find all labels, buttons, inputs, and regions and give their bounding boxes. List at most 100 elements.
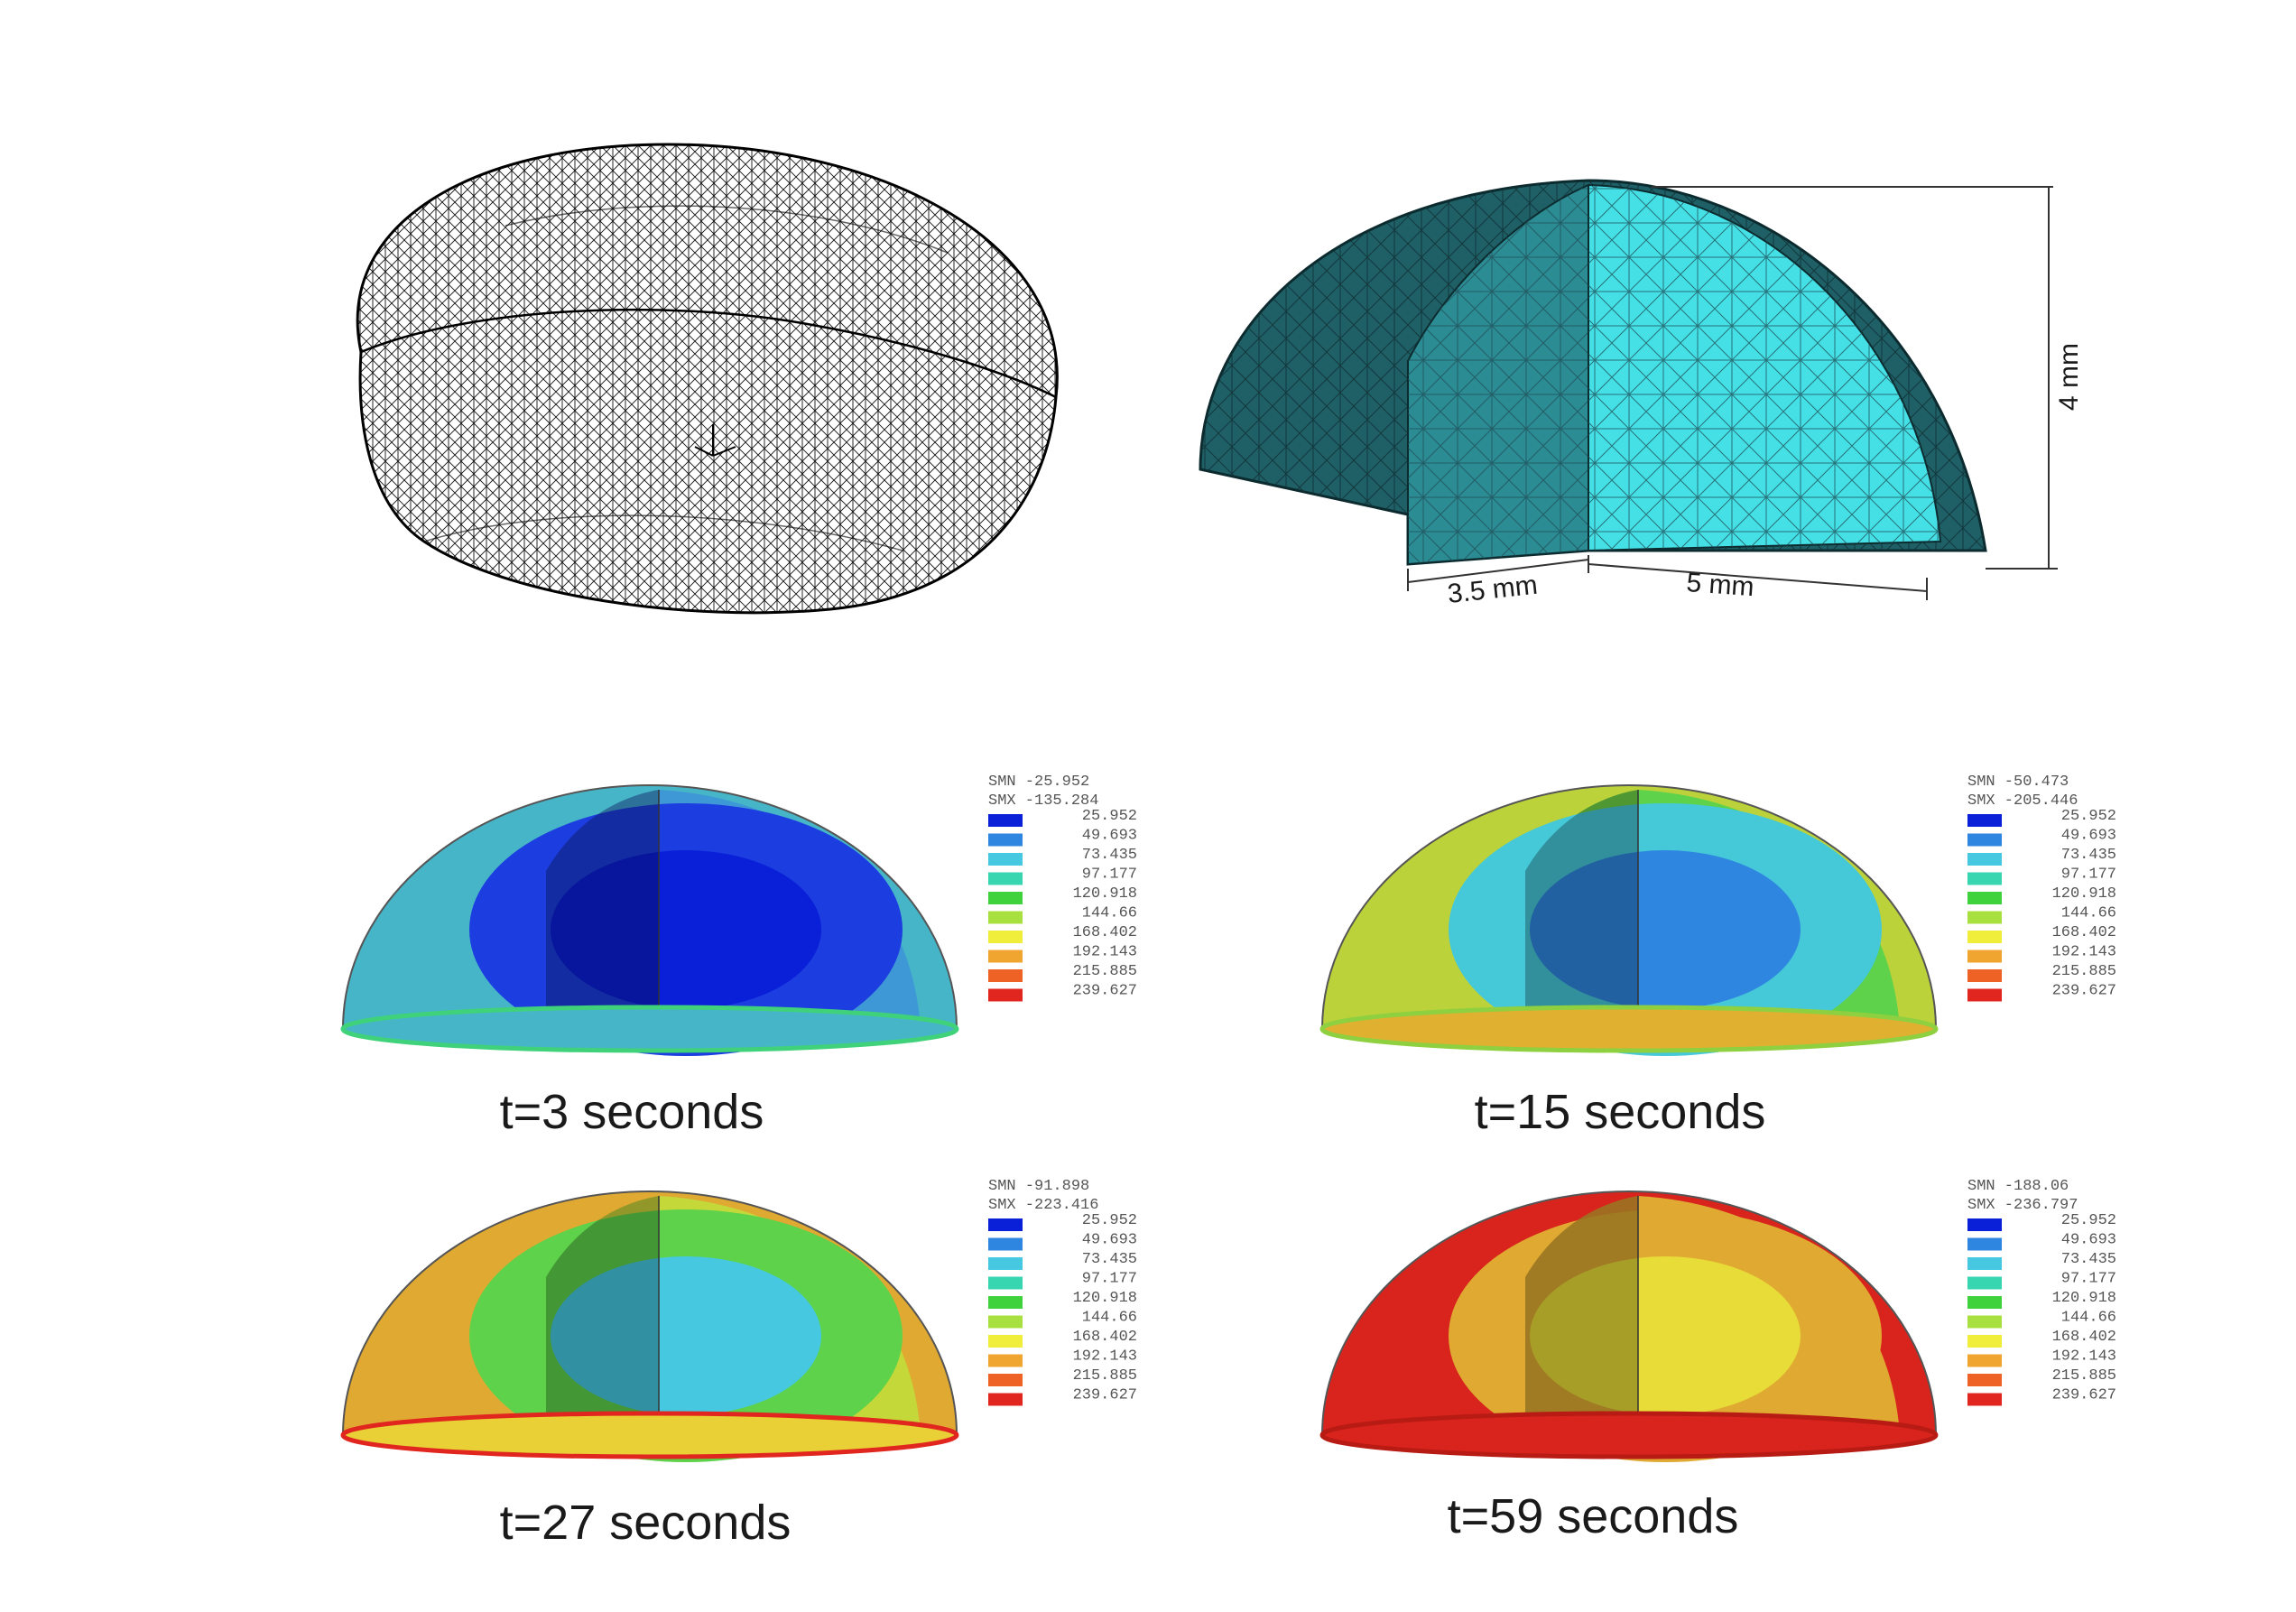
- dimension-length-label: 5 mm: [1686, 568, 1755, 602]
- dome-base: [1319, 1005, 1939, 1053]
- legend-swatch: [1967, 1257, 2002, 1270]
- legend-swatch: [1967, 1354, 2002, 1367]
- legend-swatch: [1967, 911, 2002, 924]
- legend-swatch: [988, 892, 1023, 904]
- legend-swatch: [988, 950, 1023, 963]
- legend-level-label: 144.66: [1082, 1310, 1137, 1327]
- legend-smn: SMN -188.06: [1967, 1178, 2069, 1195]
- legend-swatch: [1967, 1374, 2002, 1386]
- legend-level-label: 73.435: [1082, 847, 1137, 864]
- legend-swatch: [1967, 853, 2002, 866]
- dimension-height-label: 4 mm: [2054, 343, 2084, 411]
- legend-swatch: [988, 1276, 1023, 1290]
- wireframe-dome: [356, 143, 1059, 615]
- legend-level-label: 192.143: [1073, 1348, 1137, 1366]
- legend-level-label: 49.693: [2061, 828, 2116, 845]
- legend-swatch: [988, 931, 1023, 943]
- dome-base: [340, 1411, 959, 1459]
- legend-swatch: [988, 833, 1023, 847]
- cut-front-shade: [1525, 1196, 1638, 1435]
- legend-swatch: [988, 1335, 1023, 1348]
- dimension-lines: [1407, 186, 2058, 600]
- dome-cut-face: [469, 790, 921, 1056]
- legend-level-label: 49.693: [1082, 828, 1137, 845]
- legend-swatch: [988, 1374, 1023, 1386]
- legend-level-label: 49.693: [1082, 1232, 1137, 1249]
- legend-level-label: 144.66: [2061, 1310, 2116, 1327]
- legend-level-label: 215.885: [1073, 1367, 1137, 1385]
- legend-level-label: 97.177: [1082, 866, 1137, 884]
- legend-smx: SMX -236.797: [1967, 1197, 2078, 1214]
- legend-smx: SMX -205.446: [1967, 792, 2078, 810]
- contour-core: [551, 1256, 821, 1415]
- legend-level-label: 215.885: [1073, 963, 1137, 980]
- legend-swatch: [1967, 1276, 2002, 1290]
- legend-swatch: [1967, 833, 2002, 847]
- legend-swatch: [988, 1257, 1023, 1270]
- legend-level-label: 168.402: [2052, 1329, 2116, 1346]
- dome-base: [340, 1005, 959, 1053]
- legend-swatch: [1967, 1393, 2002, 1406]
- mesh-right-texture: [1588, 185, 1940, 551]
- legend-level-label: 25.952: [2061, 1212, 2116, 1229]
- legend-level-label: 120.918: [2052, 1290, 2116, 1307]
- legend-level-label: 73.435: [2061, 847, 2116, 864]
- cut-front-shade: [1525, 790, 1638, 1029]
- legend-level-label: 120.918: [2052, 885, 2116, 903]
- legend-level-label: 73.435: [2061, 1251, 2116, 1268]
- legend-smn: SMN -50.473: [1967, 774, 2069, 791]
- legend-smx: SMX -135.284: [988, 792, 1098, 810]
- legend-smn: SMN -91.898: [988, 1178, 1089, 1195]
- wireframe-mesh: [356, 143, 1059, 615]
- cut-front-shade: [546, 790, 659, 1029]
- wireframe-contour: [505, 205, 949, 254]
- legend-swatch: [988, 1354, 1023, 1367]
- legend-level-label: 192.143: [2052, 1348, 2116, 1366]
- dome-cut-face: [469, 1196, 921, 1462]
- legend-swatch: [1967, 1237, 2002, 1251]
- legend-swatch: [988, 1237, 1023, 1251]
- contour-core: [1530, 850, 1801, 1009]
- legend-level-label: 215.885: [2052, 1367, 2116, 1385]
- dome-base: [1319, 1411, 1939, 1459]
- legend-level-label: 239.627: [2052, 1387, 2116, 1404]
- legend-swatch: [988, 814, 1023, 827]
- legend-swatch: [988, 1393, 1023, 1406]
- legend-level-label: 97.177: [2061, 866, 2116, 884]
- legend-level-label: 192.143: [1073, 944, 1137, 961]
- legend-swatch: [988, 872, 1023, 885]
- legend-swatch: [1967, 950, 2002, 963]
- legend-level-label: 215.885: [2052, 963, 2116, 980]
- legend-level-label: 192.143: [2052, 944, 2116, 961]
- cut-front-shade: [546, 1196, 659, 1435]
- legend-swatch: [1967, 931, 2002, 943]
- legend-smx: SMX -223.416: [988, 1197, 1098, 1214]
- legend-swatch: [988, 1296, 1023, 1309]
- panel-caption: t=15 seconds: [1475, 1085, 1766, 1139]
- legend-level-label: 120.918: [1073, 1290, 1137, 1307]
- legend-swatch: [988, 1218, 1023, 1231]
- legend-swatch: [1967, 872, 2002, 885]
- legend-swatch: [1967, 892, 2002, 904]
- legend-swatch: [988, 911, 1023, 924]
- contour-core: [1530, 1256, 1801, 1415]
- legend-level-label: 144.66: [2061, 905, 2116, 922]
- legend-swatch: [1967, 969, 2002, 982]
- legend-level-label: 25.952: [1082, 808, 1137, 825]
- legend-level-label: 239.627: [1073, 1387, 1137, 1404]
- legend-level-label: 25.952: [1082, 1212, 1137, 1229]
- legend-level-label: 239.627: [1073, 983, 1137, 1000]
- legend-swatch: [1967, 988, 2002, 1002]
- legend-level-label: 168.402: [1073, 924, 1137, 941]
- legend-level-label: 97.177: [1082, 1271, 1137, 1288]
- legend-level-label: 25.952: [2061, 808, 2116, 825]
- contour-dome: [1319, 1190, 1939, 1462]
